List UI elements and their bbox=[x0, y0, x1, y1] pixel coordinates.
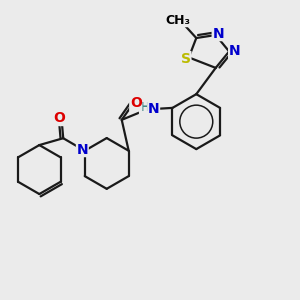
Text: H: H bbox=[140, 101, 150, 114]
Text: CH₃: CH₃ bbox=[166, 14, 191, 27]
Text: N: N bbox=[76, 142, 88, 157]
Text: N: N bbox=[212, 26, 224, 40]
Text: O: O bbox=[130, 96, 142, 110]
Text: N: N bbox=[229, 44, 240, 58]
Text: N: N bbox=[148, 102, 160, 116]
Text: O: O bbox=[53, 112, 65, 125]
Text: S: S bbox=[181, 52, 191, 66]
